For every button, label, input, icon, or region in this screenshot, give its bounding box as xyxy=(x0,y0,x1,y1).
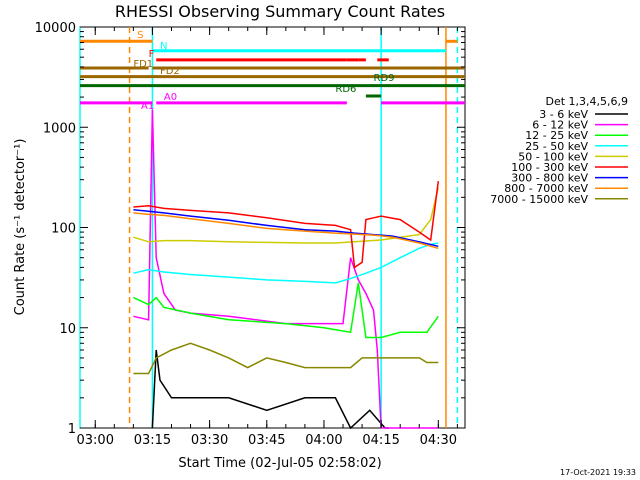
y-tick-label: 10000 xyxy=(35,21,76,36)
flag-label-fd2: FD2 xyxy=(160,66,180,77)
legend-entry-label-4: 50 - 100 keV xyxy=(518,150,588,163)
y-tick-label: 1 xyxy=(68,422,76,437)
flag-label-fd1: FD1 xyxy=(133,59,153,70)
y-tick-label: 100 xyxy=(51,222,76,237)
series-line-1 xyxy=(133,109,439,429)
chart-title: RHESSI Observing Summary Count Rates xyxy=(115,2,445,21)
flag-label-a1: A1 xyxy=(141,101,154,112)
y-tick-label: 10 xyxy=(59,322,76,337)
y-axis-ticks: 1 10 100 1000 10000 xyxy=(35,21,465,437)
x-tick-label: 04:15 xyxy=(362,433,399,448)
legend-title: Det 1,3,4,5,6,9 xyxy=(545,95,628,108)
legend-entry-label-2: 12 - 25 keV xyxy=(525,129,588,142)
y-tick-label: 1000 xyxy=(43,121,76,136)
legend-entry-label-1: 6 - 12 keV xyxy=(532,119,588,132)
x-axis-ticks: 03:00 03:15 03:30 03:45 04:00 04:15 04:30 xyxy=(77,27,458,448)
x-axis-label: Start Time (02-Jul-05 02:58:02) xyxy=(178,456,381,471)
legend-entry-label-7: 800 - 7000 keV xyxy=(504,182,588,195)
flag-label-rd9: RD9 xyxy=(374,73,395,84)
series-line-3 xyxy=(133,242,439,284)
series-line-7 xyxy=(133,212,439,250)
legend-entry-label-6: 300 - 800 keV xyxy=(511,172,588,185)
y-axis-label: Count Rate (s⁻¹ detector⁻¹) xyxy=(13,139,28,316)
legend-entry-label-5: 100 - 300 keV xyxy=(511,161,588,174)
flag-label-a0: A0 xyxy=(164,92,177,103)
x-tick-label: 04:30 xyxy=(420,433,457,448)
flag-label-f: F xyxy=(149,49,155,60)
plot-frame xyxy=(79,26,466,429)
x-tick-label: 04:00 xyxy=(305,433,342,448)
timestamp: 17-Oct-2021 19:33 xyxy=(560,468,636,477)
series-line-6 xyxy=(133,209,439,248)
series-line-8 xyxy=(133,342,439,375)
x-tick-label: 03:15 xyxy=(134,433,171,448)
series-line-0 xyxy=(151,349,389,430)
flag-label-n: N xyxy=(160,41,167,52)
series-line-5 xyxy=(133,181,440,269)
flag-label-s: S xyxy=(137,30,143,41)
legend-entry-label-3: 25 - 50 keV xyxy=(525,140,588,153)
series-lines xyxy=(133,109,440,430)
x-tick-label: 03:30 xyxy=(191,433,228,448)
x-tick-label: 03:45 xyxy=(248,433,285,448)
legend-entry-label-8: 7000 - 15000 keV xyxy=(490,193,588,206)
series-line-4 xyxy=(133,187,440,244)
flag-label-rd6: RD6 xyxy=(335,84,356,95)
x-tick-label: 03:00 xyxy=(77,433,114,448)
vertical-markers xyxy=(79,27,459,428)
legend-entry-label-0: 3 - 6 keV xyxy=(539,108,588,121)
series-line-2 xyxy=(133,282,439,339)
